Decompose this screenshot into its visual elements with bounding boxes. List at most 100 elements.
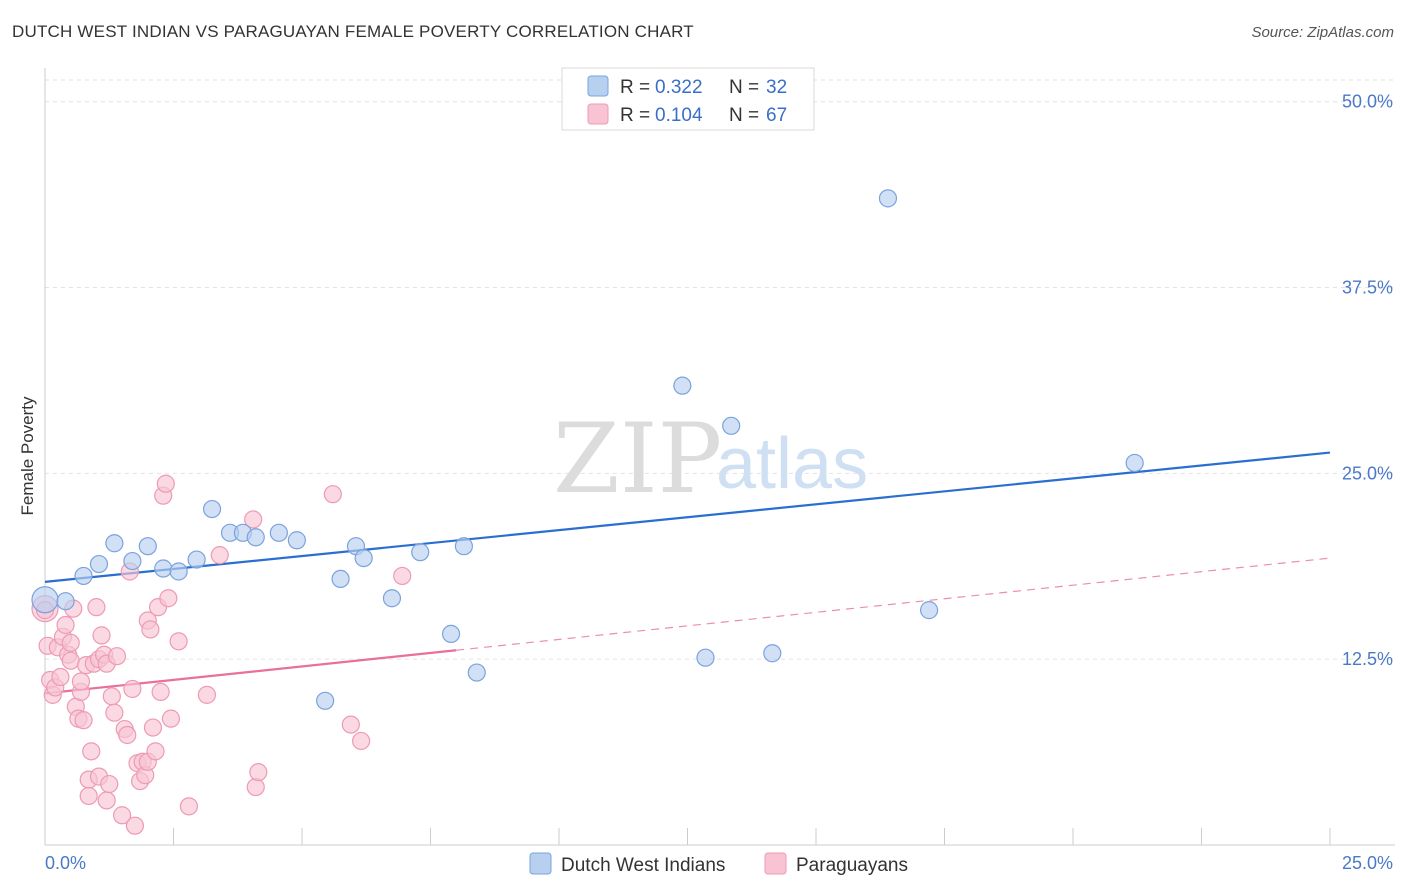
watermark-zip: ZIP [553, 403, 722, 515]
point-dutch-west-indians-6 [138, 537, 157, 556]
point-paraguayans-32 [105, 703, 124, 722]
legend-r-label-1: R = [620, 105, 650, 126]
point-paraguayans-58 [210, 546, 229, 565]
point-paraguayans-63 [341, 715, 360, 734]
trend-line-paraguayans [44, 649, 457, 695]
point-paraguayans-62 [323, 485, 342, 504]
legend-swatch-paraguayans [764, 852, 787, 875]
point-paraguayans-53 [159, 589, 178, 608]
x-tick-label-0: 0.0% [45, 853, 86, 873]
point-dutch-west-indians-8 [169, 562, 188, 581]
point-paraguayans-65 [393, 566, 412, 586]
point-paraguayans-34 [112, 806, 132, 825]
point-paraguayans-47 [143, 718, 163, 737]
point-paraguayans-54 [161, 709, 181, 728]
point-dutch-west-indians-0 [31, 586, 59, 614]
point-paraguayans-64 [352, 731, 371, 751]
point-paraguayans-17 [74, 711, 93, 730]
legend-n-label-0: N = [729, 77, 759, 98]
point-dutch-west-indians-25 [673, 376, 692, 395]
point-dutch-west-indians-7 [154, 559, 173, 578]
point-dutch-west-indians-14 [269, 523, 288, 542]
point-paraguayans-30 [100, 774, 119, 794]
point-paraguayans-20 [79, 786, 98, 806]
legend-n-value-1: 67 [766, 105, 787, 126]
point-paraguayans-50 [151, 682, 170, 701]
watermark-atlas: atlas [716, 424, 868, 504]
point-dutch-west-indians-4 [105, 534, 124, 553]
legend-r-value-0: 0.322 [655, 77, 703, 98]
point-dutch-west-indians-9 [187, 550, 206, 569]
point-dutch-west-indians-23 [454, 537, 474, 556]
legend: R = 0.322 N = 32 R = 0.104 N = 67 [561, 67, 815, 131]
point-paraguayans-33 [107, 647, 127, 666]
point-paraguayans-6 [51, 667, 70, 687]
point-dutch-west-indians-28 [763, 644, 782, 663]
point-paraguayans-31 [102, 687, 121, 706]
point-dutch-west-indians-3 [89, 554, 109, 574]
point-paraguayans-59 [244, 510, 263, 529]
chart-title: DUTCH WEST INDIAN VS PARAGUAYAN FEMALE P… [12, 22, 694, 41]
point-dutch-west-indians-16 [316, 691, 335, 710]
point-dutch-west-indians-22 [441, 624, 461, 644]
point-paraguayans-11 [61, 651, 80, 670]
trend-lines [44, 451, 1331, 695]
point-paraguayans-60 [246, 777, 265, 797]
bottom-legend: Dutch West Indians Paraguayans [529, 852, 908, 876]
point-dutch-west-indians-26 [696, 648, 715, 667]
point-paraguayans-61 [249, 763, 268, 782]
y-tick-label-2: 37.5% [1342, 278, 1393, 298]
point-dutch-west-indians-24 [467, 663, 486, 682]
point-dutch-west-indians-5 [123, 551, 142, 571]
gridlines [45, 79, 1395, 660]
point-paraguayans-38 [123, 679, 142, 699]
legend-swatch-dutch-west-indians [529, 852, 552, 875]
legend-n-value-0: 32 [766, 77, 787, 98]
point-dutch-west-indians-30 [919, 601, 939, 620]
point-paraguayans-55 [169, 632, 188, 651]
x-tick-label-1: 25.0% [1342, 853, 1393, 873]
source-credit: Source: ZipAtlas.com [1251, 24, 1394, 41]
point-paraguayans-26 [92, 626, 111, 645]
point-dutch-west-indians-29 [878, 189, 898, 208]
point-paraguayans-39 [125, 816, 145, 835]
y-tick-label-3: 50.0% [1342, 92, 1393, 112]
point-paraguayans-23 [87, 598, 106, 617]
watermark: ZIP atlas [553, 403, 868, 515]
legend-n-label-1: N = [729, 105, 759, 126]
x-tick-labels: 0.0% 25.0% [45, 853, 1393, 873]
point-paraguayans-16 [71, 672, 91, 691]
point-paraguayans-10 [61, 633, 80, 652]
data-points [31, 189, 1144, 835]
y-tick-label-1: 25.0% [1342, 463, 1393, 483]
point-paraguayans-36 [118, 725, 137, 745]
point-dutch-west-indians-20 [382, 589, 402, 608]
point-dutch-west-indians-1 [56, 592, 75, 611]
point-dutch-west-indians-2 [74, 566, 93, 586]
point-paraguayans-46 [141, 620, 160, 639]
point-dutch-west-indians-31 [1125, 453, 1144, 473]
point-paraguayans-57 [197, 685, 217, 704]
point-paraguayans-21 [82, 742, 101, 761]
legend-label-dutch-west-indians: Dutch West Indians [561, 855, 725, 876]
point-dutch-west-indians-13 [246, 528, 265, 547]
legend-swatch-dutch-west-indians [587, 75, 609, 97]
point-paraguayans-8 [56, 615, 75, 635]
axes [44, 68, 1395, 846]
point-paraguayans-29 [97, 791, 116, 810]
point-paraguayans-56 [179, 797, 199, 816]
point-dutch-west-indians-10 [202, 499, 222, 519]
legend-r-label-0: R = [620, 77, 650, 98]
point-dutch-west-indians-17 [331, 569, 350, 589]
trend-line-paraguayans-extended [456, 557, 1331, 651]
point-dutch-west-indians-19 [354, 548, 373, 568]
point-paraguayans-48 [146, 742, 165, 761]
point-dutch-west-indians-27 [722, 416, 741, 435]
trend-line-dutch-west-indians [44, 451, 1331, 583]
point-paraguayans-52 [156, 474, 175, 493]
y-tick-labels: 12.5% 25.0% 37.5% 50.0% [1342, 92, 1393, 669]
legend-r-value-1: 0.104 [655, 105, 703, 126]
point-dutch-west-indians-21 [411, 543, 430, 562]
y-tick-label-0: 12.5% [1342, 649, 1393, 669]
